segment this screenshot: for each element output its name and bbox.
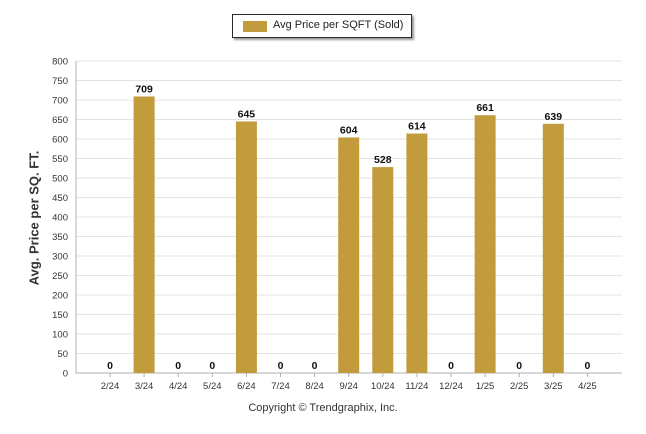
x-tick-label: 7/24 xyxy=(271,381,290,392)
x-tick-label: 8/24 xyxy=(305,381,324,392)
y-tick-label: 450 xyxy=(52,193,68,204)
y-tick-label: 300 xyxy=(52,252,68,263)
y-tick-label: 0 xyxy=(63,369,68,380)
y-tick-label: 800 xyxy=(52,57,68,68)
data-label: 0 xyxy=(516,360,522,372)
y-tick-label: 150 xyxy=(52,310,68,321)
y-tick-label: 750 xyxy=(52,76,68,87)
data-label: 661 xyxy=(476,102,494,114)
legend-label: Avg Price per SQFT (Sold) xyxy=(273,19,404,31)
data-label: 0 xyxy=(175,360,181,372)
legend-swatch xyxy=(243,21,267,32)
x-tick-label: 4/24 xyxy=(169,381,188,392)
x-tick-label: 1/25 xyxy=(476,381,495,392)
data-label: 0 xyxy=(448,360,454,372)
y-tick-label: 200 xyxy=(52,291,68,302)
x-tick-label: 11/24 xyxy=(405,381,428,392)
data-label: 604 xyxy=(340,124,358,136)
data-label: 614 xyxy=(408,121,426,133)
x-tick-label: 4/25 xyxy=(578,381,597,392)
y-axis-title: Avg. Price per SQ. FT. xyxy=(26,150,42,286)
y-tick-label: 650 xyxy=(52,115,68,126)
chart-legend: Avg Price per SQFT (Sold) xyxy=(232,14,412,38)
y-tick-label: 350 xyxy=(52,232,68,243)
x-tick-label: 9/24 xyxy=(339,381,358,392)
bar xyxy=(133,96,155,374)
bar xyxy=(372,167,394,373)
bar xyxy=(338,137,360,373)
y-tick-label: 600 xyxy=(52,135,68,146)
data-label: 639 xyxy=(545,111,563,123)
x-tick-label: 5/24 xyxy=(203,381,222,392)
bar xyxy=(474,115,496,374)
copyright-text: Copyright © Trendgraphix, Inc. xyxy=(248,402,398,414)
y-tick-label: 400 xyxy=(52,213,68,224)
data-label: 645 xyxy=(238,108,256,120)
data-label: 709 xyxy=(135,83,153,95)
x-tick-label: 6/24 xyxy=(237,381,256,392)
y-tick-label: 100 xyxy=(52,330,68,341)
y-tick-label: 550 xyxy=(52,154,68,165)
x-tick-label: 2/24 xyxy=(101,381,120,392)
x-tick-label: 3/24 xyxy=(135,381,154,392)
data-label: 528 xyxy=(374,154,392,166)
data-label: 0 xyxy=(209,360,215,372)
bar xyxy=(406,133,428,373)
y-tick-label: 250 xyxy=(52,271,68,282)
bar xyxy=(235,121,257,373)
data-label: 0 xyxy=(584,360,590,372)
x-tick-label: 3/25 xyxy=(544,381,563,392)
y-tick-label: 700 xyxy=(52,96,68,107)
data-label: 0 xyxy=(278,360,284,372)
x-tick-label: 2/25 xyxy=(510,381,529,392)
y-tick-label: 500 xyxy=(52,174,68,185)
x-tick-label: 10/24 xyxy=(371,381,395,392)
data-label: 0 xyxy=(312,360,318,372)
data-label: 0 xyxy=(107,360,113,372)
y-tick-label: 50 xyxy=(57,349,68,360)
bar xyxy=(542,123,564,373)
x-tick-label: 12/24 xyxy=(439,381,463,392)
